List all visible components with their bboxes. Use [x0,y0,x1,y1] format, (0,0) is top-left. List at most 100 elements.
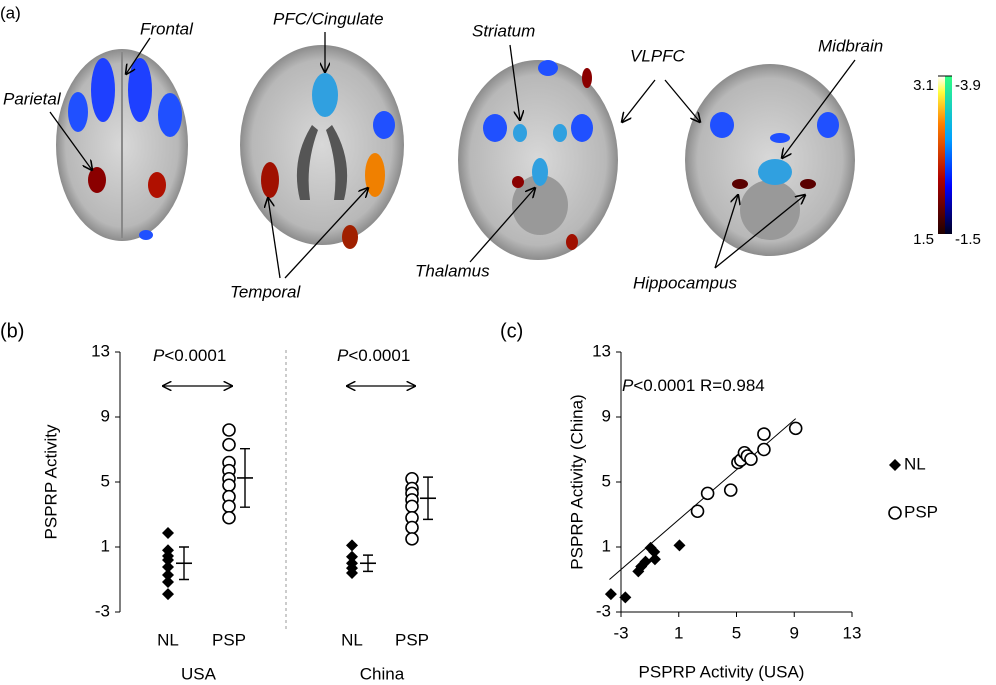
arrow [126,37,151,74]
colorbar-label: 3.1 [913,77,934,94]
y-tick-label: 1 [602,536,611,555]
blob [710,112,734,138]
colorbar: 3.1 -3.9 1.5 -1.5 [913,75,981,248]
blob [88,167,106,193]
diamond-point [639,555,652,568]
circle-point [222,437,236,452]
y-tick-label: 5 [101,471,110,490]
arrow [782,59,856,158]
circle-point [405,499,419,514]
diamond-point [162,588,174,601]
circle-point [700,486,715,501]
p-value-annotation: P<0.0001 [337,346,410,365]
diamond-point [619,591,632,604]
blob [148,172,166,198]
circle-point [405,520,419,535]
circle-point [222,423,236,437]
x-tick-label: 9 [790,623,799,642]
blob [582,68,592,88]
circle-point [222,499,236,514]
x-tick-label: -3 [613,623,628,642]
y-tick-label: 9 [602,406,611,425]
p-text: <0.0001 [164,346,226,365]
error-bar [363,554,373,573]
blob [483,114,507,142]
p-italic: P [153,346,165,365]
blob [800,179,816,189]
circle-point [222,478,236,493]
p-value-annotation: P<0.0001 [153,346,226,365]
y-axis-label: PSPRP Activity [41,424,60,539]
group-label: USA [181,664,217,683]
blob [365,153,385,197]
region-label: VLPFC [630,46,686,65]
error-bar [179,546,189,581]
group-label: China [360,664,405,683]
y-tick-label: -3 [95,601,110,620]
y-axis-label: PSPRP Activity (China) [567,394,586,569]
y-tick-label: 13 [91,341,110,360]
panel-label: (a) [0,3,21,22]
region-label: Midbrain [818,36,883,55]
diamond-point [346,539,358,552]
diamond-point [162,560,174,573]
blob [553,124,567,142]
arrow [714,195,738,269]
region-label: Parietal [3,89,62,108]
brain-images [56,45,855,260]
region-label: Temporal [230,282,301,301]
x-axis-label: PSPRP Activity (USA) [639,662,805,681]
cerebellum [740,180,800,240]
blob [532,158,548,186]
colorbar-label: -1.5 [955,231,981,248]
circle-point [744,452,758,467]
blob [342,225,358,249]
diamond-point [162,575,174,588]
circle-point [690,504,705,519]
arrow [268,198,281,279]
diamond-point [889,459,901,471]
circle-point [757,427,771,441]
blob [261,162,279,198]
blob [732,179,748,189]
colorbar-hot [938,76,945,234]
colorbar-cool [945,76,952,234]
blob [817,112,839,138]
blob [512,176,524,188]
blob [91,58,115,122]
p-italic: P [337,346,349,365]
arrow [664,79,700,122]
blob [312,73,338,117]
panel-label: (c) [500,320,523,342]
y-tick-label: 1 [101,536,110,555]
diamond-point [346,567,358,579]
colorbar-label: -3.9 [955,77,981,94]
p-italic: P [622,376,634,395]
y-tick-label: -3 [596,601,611,620]
diamond-point [162,527,174,540]
fit-line [609,418,797,580]
x-tick-label: PSP [395,630,429,649]
blob [770,133,790,143]
region-label: Hippocampus [633,273,737,292]
x-tick-label: PSP [212,630,246,649]
blob [571,114,593,142]
blob [68,92,88,132]
y-tick-label: 5 [602,471,611,490]
blob [566,234,578,250]
colorbar-label: 1.5 [913,231,934,248]
blob [758,159,792,185]
error-bar [423,476,433,521]
circle-point [757,442,771,457]
diamond-point [162,554,174,566]
region-label: Thalamus [415,261,490,280]
arrow [714,195,805,269]
arrows [49,32,856,279]
circle-point [723,483,738,497]
blob [139,230,153,240]
arrow [49,111,92,170]
panel-label: (b) [0,320,24,342]
y-tick-label: 13 [592,341,611,360]
x-tick-label: 5 [732,623,741,642]
